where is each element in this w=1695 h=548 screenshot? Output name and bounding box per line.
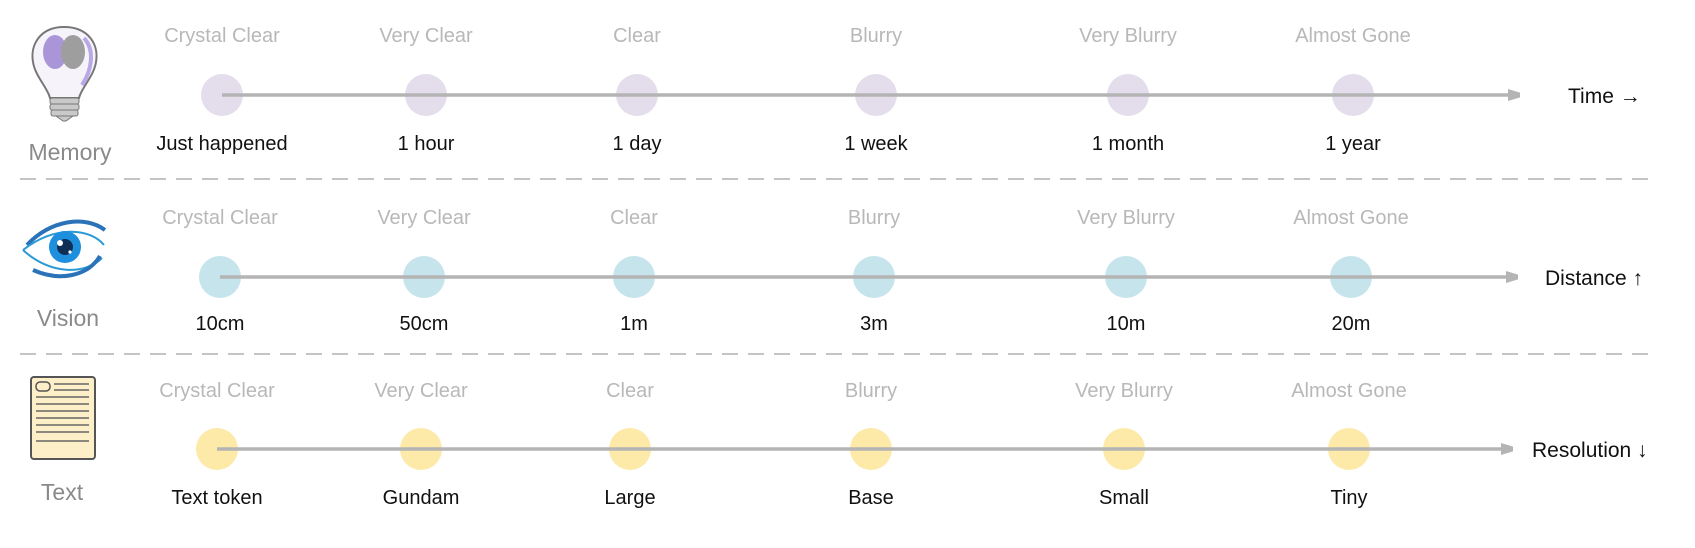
stage-value-label: 20m [1332,313,1371,335]
stage-value-label: 3m [860,313,888,335]
clarity-label: Crystal Clear [164,25,280,47]
stage-value-label: 1 year [1325,133,1381,155]
axis-label: Resolution ↓ [1532,439,1648,462]
clarity-label: Very Blurry [1077,207,1175,229]
row-label: Text [41,479,84,505]
stage-value-label: 1 month [1092,133,1164,155]
clarity-label: Clear [606,380,654,402]
eye-icon [22,219,107,279]
stage-value-label: 1m [620,313,648,335]
clarity-label: Very Clear [374,380,468,402]
stage-value-label: 1 hour [398,133,455,155]
row-memory: Crystal Clear Just happened Very Clear 1 ho… [28,25,1640,165]
clarity-label: Almost Gone [1293,207,1409,229]
clarity-label: Blurry [845,380,897,402]
clarity-label: Very Clear [377,207,471,229]
stage-value-label: 10m [1107,313,1146,335]
row-vision: Crystal Clear 10cm Very Clear 50cm Clear 1m Bl… [37,207,1643,335]
clarity-label: Crystal Clear [159,380,275,402]
clarity-label: Very Blurry [1079,25,1177,47]
stage-value-label: Text token [171,487,262,509]
clarity-label: Crystal Clear [162,207,278,229]
stage-value-label: 1 day [613,133,662,155]
stage-value-label: 1 week [844,133,908,155]
stage-value-label: Tiny [1330,487,1367,509]
axis-label: Distance ↑ [1545,267,1643,290]
stage-value-label: Just happened [156,133,287,155]
clarity-label: Blurry [850,25,902,47]
document-icon [30,376,96,460]
stage-value-label: 10cm [196,313,245,335]
row-text: Crystal Clear Text token Very Clear Gundam C… [41,380,1648,509]
clarity-label: Clear [610,207,658,229]
clarity-label: Almost Gone [1291,380,1407,402]
lightbulb-brain-icon [31,25,98,122]
clarity-label: Very Blurry [1075,380,1173,402]
stage-value-label: Base [848,487,894,509]
clarity-label: Blurry [848,207,900,229]
clarity-label: Almost Gone [1295,25,1411,47]
row-label: Memory [28,139,112,165]
stage-value-label: Gundam [383,487,460,509]
stage-value-label: Large [604,487,655,509]
stage-value-label: 50cm [400,313,449,335]
row-label: Vision [37,305,99,331]
stage-value-label: Small [1099,487,1149,509]
axis-label: Time → [1568,85,1641,108]
clarity-label: Very Clear [379,25,473,47]
clarity-label: Clear [613,25,661,47]
